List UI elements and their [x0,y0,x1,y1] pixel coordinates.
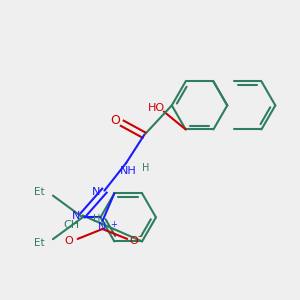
Text: O: O [64,236,73,246]
Text: H: H [142,163,150,173]
Text: Et: Et [34,238,45,248]
Text: N: N [72,212,81,221]
Text: N: N [98,222,106,232]
Text: HO: HO [147,103,164,112]
Text: -: - [137,231,141,241]
Text: O: O [129,236,138,246]
Text: +: + [110,220,117,229]
Text: NH: NH [120,166,136,176]
Text: N: N [92,187,100,196]
Text: Et: Et [34,187,45,196]
Text: O: O [110,114,120,127]
Text: H: H [93,214,100,224]
Text: CH: CH [64,220,80,230]
